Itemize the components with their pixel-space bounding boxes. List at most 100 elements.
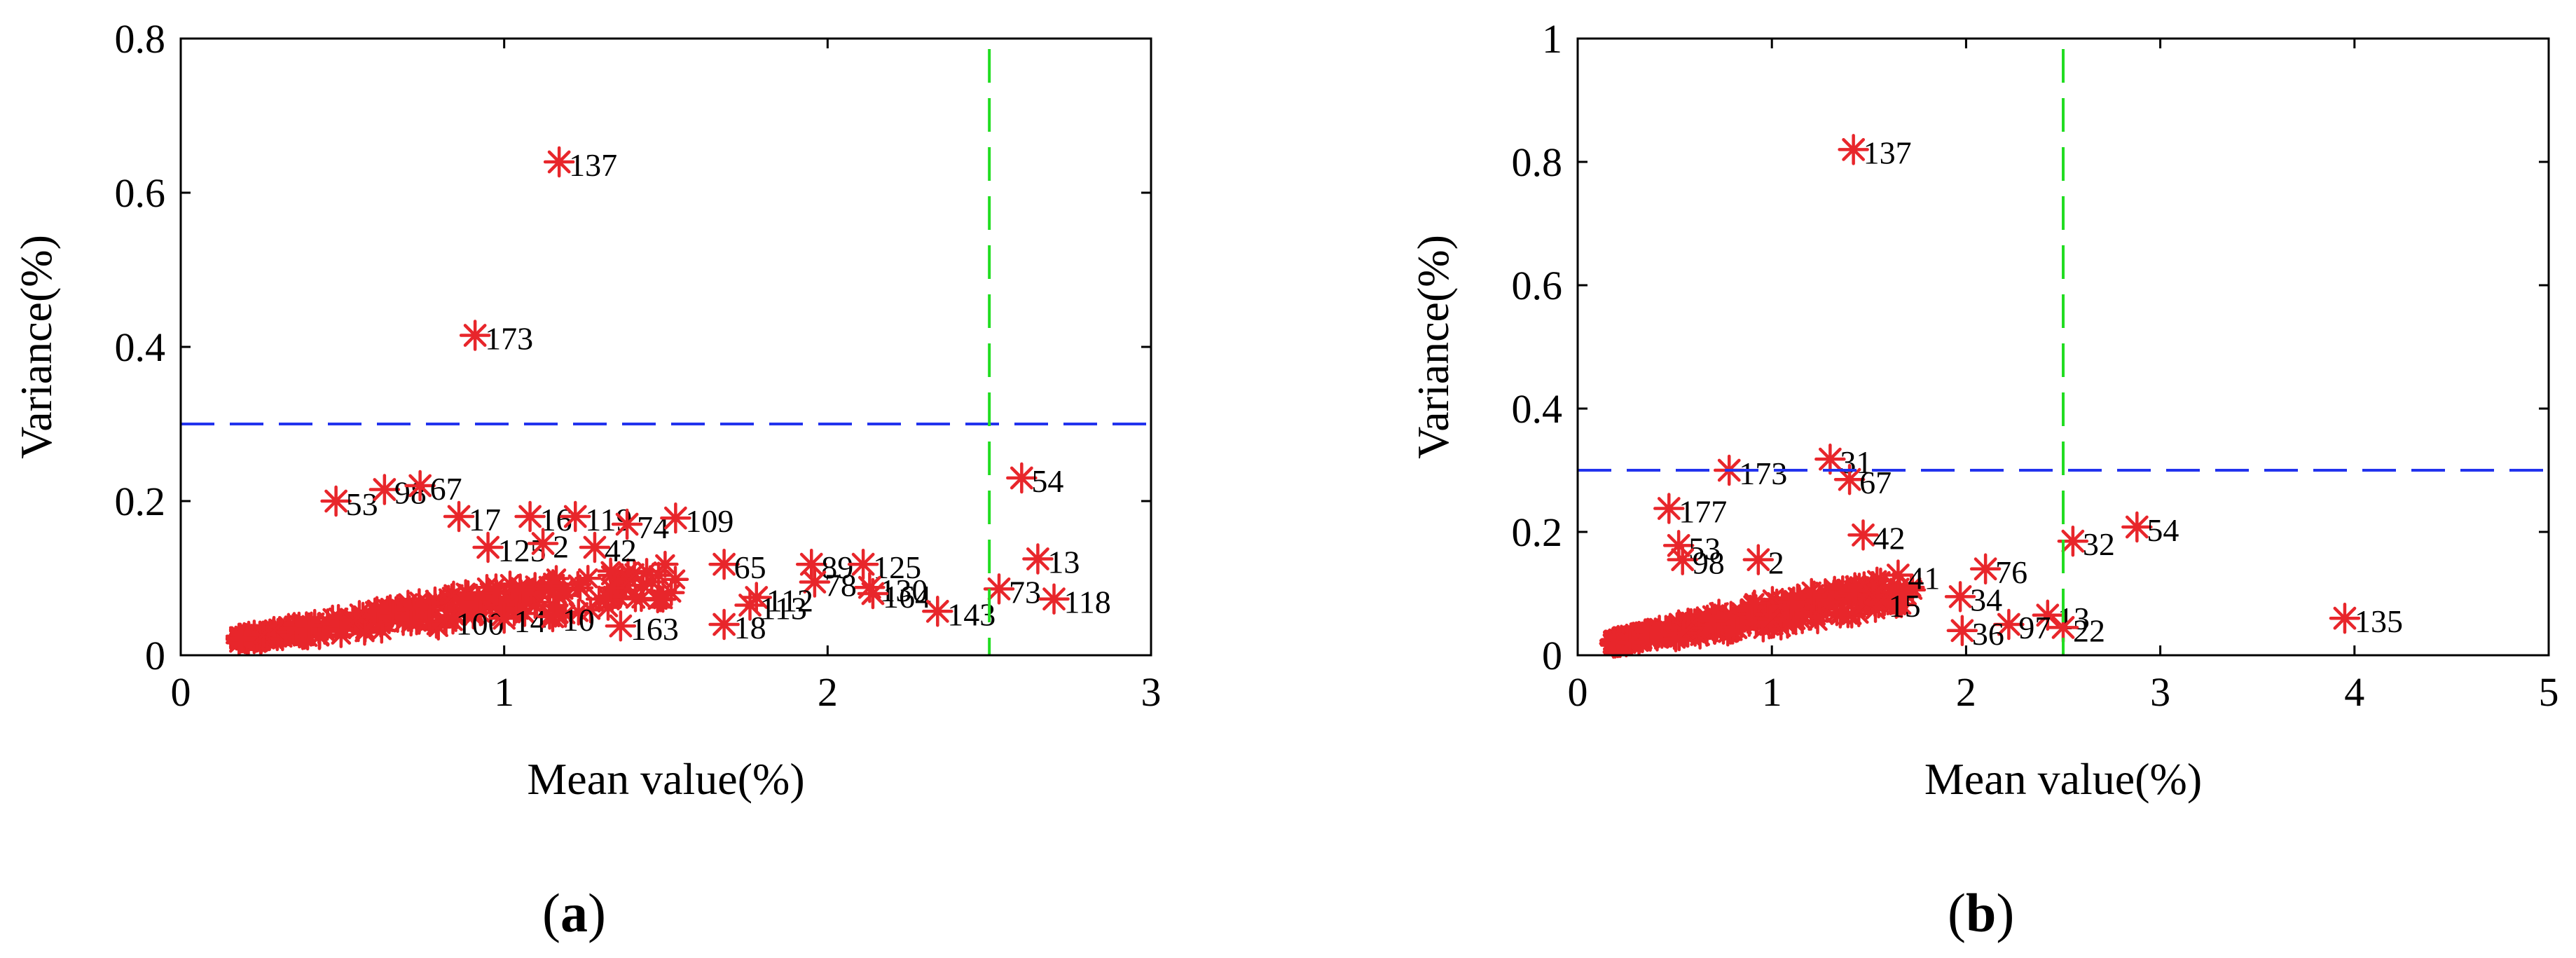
y-tick-label: 0.8 — [115, 16, 166, 62]
cluster-point — [1842, 577, 1870, 605]
point-label-2: 2 — [553, 529, 569, 565]
cluster-point — [1662, 625, 1690, 652]
cluster-point — [1616, 629, 1644, 657]
x-tick-label: 0 — [171, 669, 191, 715]
cluster-point — [351, 618, 378, 646]
data-point-100 — [430, 605, 462, 636]
x-tick-label: 2 — [818, 669, 838, 715]
y-tick-label: 0.4 — [115, 324, 166, 370]
point-label-173: 173 — [1739, 456, 1787, 491]
data-point-18 — [708, 608, 740, 641]
y-tick-label: 0.8 — [1512, 139, 1563, 185]
data-point-16 — [514, 500, 546, 533]
x-tick-label: 4 — [2344, 669, 2364, 715]
point-label-53: 53 — [346, 486, 378, 522]
caption-a-open: ( — [542, 882, 560, 943]
cluster-point — [535, 572, 563, 600]
data-point-98 — [369, 474, 401, 505]
x-tick-label: 1 — [1762, 669, 1782, 715]
cluster-point — [507, 576, 534, 604]
data-point-53 — [320, 485, 352, 517]
point-label-78: 78 — [825, 568, 857, 603]
data-point-143 — [922, 596, 953, 627]
y-axis-label: Variance(%) — [1408, 235, 1458, 459]
cluster-point — [483, 579, 511, 607]
cluster-point — [574, 564, 602, 592]
point-label-42: 42 — [605, 533, 637, 568]
point-label-14: 14 — [514, 603, 546, 639]
data-point-53 — [1662, 530, 1695, 561]
caption-b-close: ) — [1996, 882, 2015, 943]
x-tick-label: 3 — [2150, 669, 2170, 715]
data-point-173 — [459, 320, 491, 351]
cluster-point — [652, 550, 679, 578]
data-point-109 — [660, 502, 691, 534]
caption-a-letter: a — [560, 882, 588, 943]
cluster-point — [1723, 615, 1751, 643]
cluster-point — [295, 612, 323, 640]
cluster-point — [565, 598, 593, 626]
x-axis-label: Mean value(%) — [527, 754, 804, 804]
point-label-125: 125 — [873, 549, 921, 585]
cluster-point — [324, 603, 352, 631]
point-label-76: 76 — [1995, 554, 2027, 590]
point-label-163: 163 — [631, 611, 679, 647]
point-label-32: 32 — [2083, 526, 2115, 562]
data-point-31 — [1814, 443, 1846, 475]
point-label-137: 137 — [1864, 135, 1912, 170]
y-tick-label: 0.4 — [1512, 386, 1563, 432]
cluster-point — [658, 579, 685, 606]
point-label-18: 18 — [734, 610, 766, 645]
cluster-point — [1756, 605, 1784, 633]
point-label-112: 112 — [766, 583, 813, 619]
data-point-113 — [734, 589, 766, 621]
cluster-point — [1634, 617, 1662, 645]
point-label-54: 54 — [2147, 512, 2179, 548]
x-tick-label: 5 — [2539, 669, 2559, 715]
point-label-22: 22 — [2073, 613, 2105, 648]
cluster-point — [621, 585, 649, 613]
y-tick-label: 0 — [1542, 633, 1562, 678]
cluster-point — [1823, 598, 1851, 627]
cluster-point — [361, 597, 389, 624]
y-tick-label: 0.2 — [115, 479, 166, 524]
point-label-98: 98 — [1693, 545, 1725, 581]
data-point-15 — [1863, 587, 1894, 619]
data-point-78 — [799, 566, 831, 598]
point-label-118: 118 — [1064, 584, 1111, 620]
point-label-10: 10 — [563, 602, 595, 638]
y-axis-label: Variance(%) — [11, 235, 61, 459]
data-point-42 — [1847, 519, 1879, 551]
cluster-point — [282, 614, 310, 641]
point-label-54: 54 — [1031, 463, 1063, 499]
data-point-54 — [2121, 511, 2153, 543]
cluster-point — [1777, 588, 1805, 615]
cluster-point — [228, 626, 256, 654]
point-label-42: 42 — [1873, 520, 1905, 556]
cluster-point — [341, 606, 369, 634]
point-label-36: 36 — [1972, 616, 2004, 652]
data-point-41 — [1882, 559, 1914, 591]
caption-a: (a) — [542, 882, 606, 945]
data-point-14 — [488, 602, 520, 634]
point-label-113: 113 — [760, 591, 807, 627]
point-label-130: 130 — [879, 573, 928, 608]
y-tick-label: 1 — [1542, 16, 1562, 62]
point-label-2: 2 — [1768, 545, 1784, 581]
axes-frame — [1576, 37, 2550, 657]
point-label-74: 74 — [637, 509, 669, 545]
point-label-41: 41 — [1908, 561, 1940, 596]
point-label-97: 97 — [2018, 610, 2051, 645]
data-point-98 — [1667, 544, 1698, 575]
data-point-164 — [857, 577, 889, 610]
point-label-173: 173 — [485, 321, 533, 357]
data-point-2 — [527, 528, 559, 559]
data-point-74 — [611, 508, 643, 540]
caption-b-open: ( — [1948, 882, 1966, 943]
data-point-97 — [1993, 608, 2025, 641]
caption-a-close: ) — [587, 882, 606, 943]
dense-cluster-b — [1599, 566, 1927, 659]
data-point-125 — [847, 548, 879, 580]
point-label-13: 13 — [1047, 545, 1080, 580]
